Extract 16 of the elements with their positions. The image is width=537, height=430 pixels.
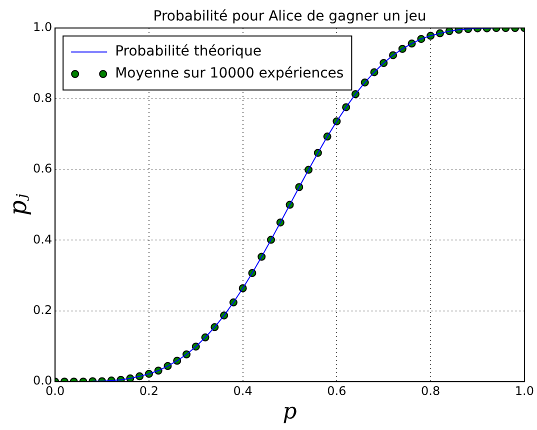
y-tick-label: 1.0 [32, 20, 52, 34]
x-tick-label: 0.8 [421, 384, 440, 398]
x-tick-label: 0.4 [233, 384, 252, 398]
x-tick-label: 0.2 [139, 384, 159, 398]
y-tick-label: 0.6 [32, 162, 52, 176]
x-axis-title: p [282, 399, 297, 424]
x-tick-label: 0.6 [327, 384, 346, 398]
legend-label: Moyenne sur 10000 expériences [115, 66, 344, 82]
y-axis-title: pⱼ [4, 193, 32, 216]
y-tick-label: 0.8 [32, 90, 52, 105]
x-tick-label: 1.0 [514, 384, 534, 398]
x-tick-label: 0.0 [46, 384, 65, 398]
chart-title: Probabilité pour Alice de gagner un jeu [153, 8, 426, 25]
y-tick-label: 0.2 [32, 303, 52, 318]
y-tick-label: 0.4 [32, 232, 52, 246]
legend-label: Probabilité théorique [115, 44, 262, 60]
